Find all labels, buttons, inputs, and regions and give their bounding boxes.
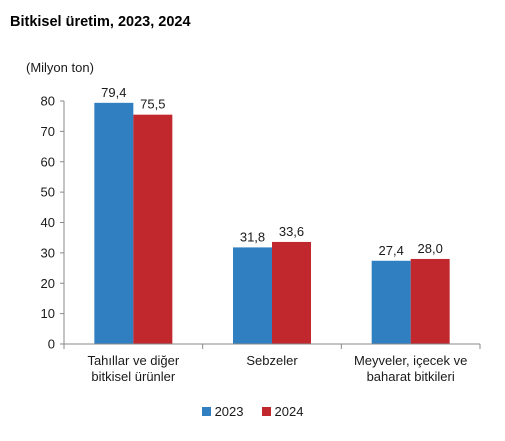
y-tick-label: 70 [41,124,55,139]
legend-item-2023: 2023 [201,404,244,419]
y-tick-label: 30 [41,245,55,260]
legend: 2023 2024 [0,404,505,419]
x-category-label: Tahıllar ve diğer [87,353,179,368]
bar-2024 [410,258,450,344]
y-axis: 0 10 20 30 40 50 60 70 80 [41,94,65,352]
x-category-label: Meyveler, içecek ve [354,353,467,368]
data-label-2023: 79,4 [101,85,126,100]
bar-2023 [233,247,272,344]
x-category-label: Sebzeler [246,353,298,368]
data-label-2023: 27,4 [379,243,404,258]
legend-swatch-2023 [201,407,211,416]
bar-2024 [272,241,311,344]
legend-label-2024: 2024 [274,404,304,419]
y-tick-label: 40 [41,215,55,230]
bars: 79,4 75,5 31,8 33,6 27,4 28,0 [94,85,450,344]
data-label-2024: 33,6 [279,224,304,239]
y-tick-label: 60 [41,154,55,169]
bar-2024 [133,114,173,344]
chart-title: Bitkisel üretim, 2023, 2024 [10,14,191,30]
x-category-label: bitkisel ürünler [91,369,175,384]
legend-swatch-2024 [261,407,271,416]
y-tick-label: 50 [41,185,55,200]
bar-2023 [94,102,134,344]
legend-label-2023: 2023 [214,404,244,419]
y-tick-label: 0 [48,337,55,352]
bar-2023 [371,260,411,344]
x-category-label: baharat bitkileri [367,369,455,384]
data-label-2024: 75,5 [140,97,165,112]
data-label-2023: 31,8 [240,229,265,244]
y-tick-label: 20 [41,276,55,291]
y-tick-label: 10 [41,306,55,321]
y-tick-label: 80 [41,94,55,109]
data-label-2024: 28,0 [418,241,443,256]
y-axis-label: (Milyon ton) [26,60,94,75]
legend-item-2024: 2024 [261,404,304,419]
